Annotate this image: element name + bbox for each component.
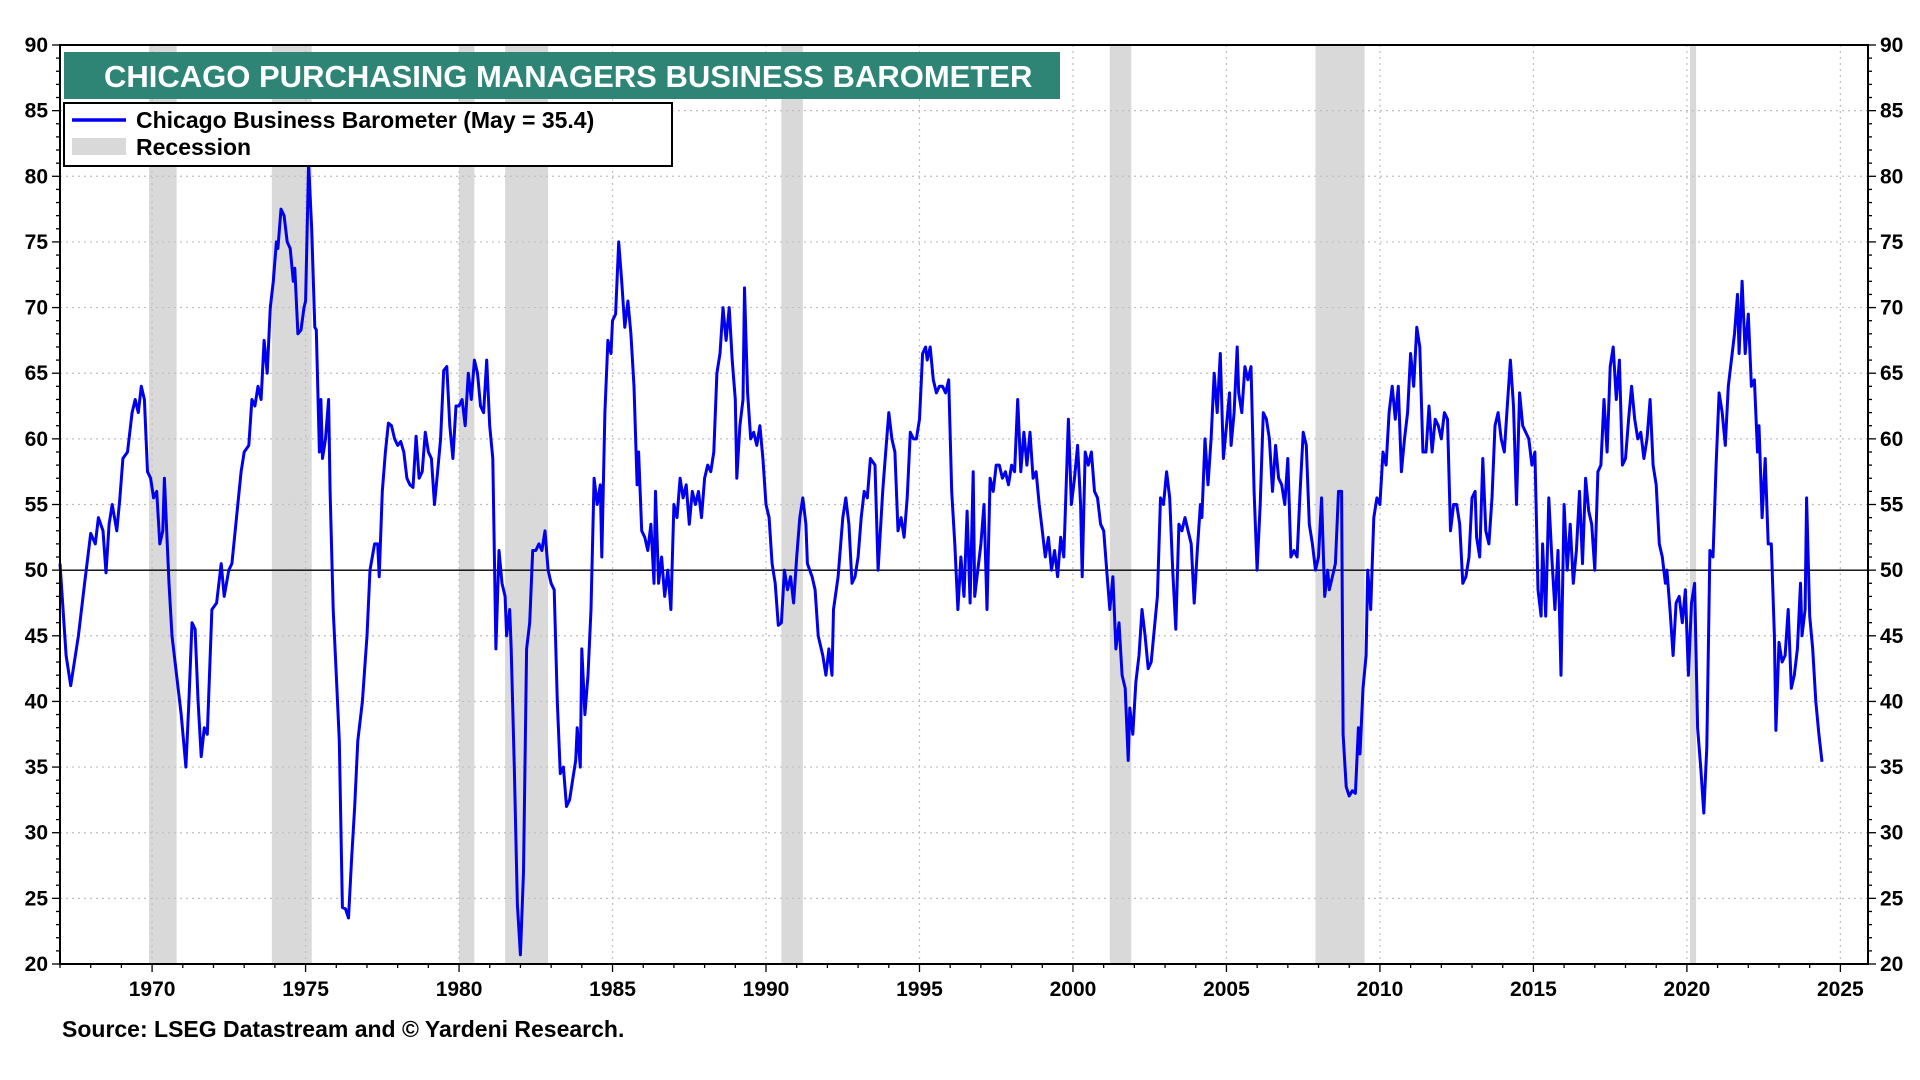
series-line-chicago-barometer [58, 161, 1824, 957]
y-tick-label-right: 45 [1880, 625, 1904, 648]
y-tick-label-right: 55 [1880, 494, 1904, 517]
y-tick-label-right: 60 [1880, 428, 1903, 451]
y-tick-label-left: 35 [25, 756, 49, 779]
y-tick-label-left: 25 [25, 887, 49, 910]
x-tick-label: 1970 [129, 978, 176, 1001]
y-tick-label-left: 20 [25, 953, 48, 976]
x-tick-label: 2000 [1050, 978, 1097, 1001]
recession-band [459, 45, 475, 964]
y-tick-label-left: 45 [25, 625, 49, 648]
y-tick-label-right: 25 [1880, 887, 1904, 910]
y-tick-label-left: 90 [25, 34, 48, 57]
x-tick-label: 1985 [589, 978, 636, 1001]
y-tick-label-left: 50 [25, 559, 48, 582]
x-tick-label: 2005 [1203, 978, 1250, 1001]
y-tick-label-left: 65 [25, 362, 49, 385]
source-note: Source: LSEG Datastream and © Yardeni Re… [62, 1016, 624, 1042]
y-tick-label-right: 20 [1880, 953, 1903, 976]
x-tick-label: 1980 [436, 978, 483, 1001]
chart-title: CHICAGO PURCHASING MANAGERS BUSINESS BAR… [104, 59, 1032, 94]
y-tick-label-left: 85 [25, 100, 49, 123]
legend-series-label: Chicago Business Barometer (May = 35.4) [136, 107, 594, 133]
y-tick-label-right: 75 [1880, 231, 1904, 254]
series-layer [58, 161, 1824, 957]
y-tick-label-right: 90 [1880, 34, 1903, 57]
x-tick-label: 2010 [1357, 978, 1404, 1001]
legend-box [63, 102, 673, 167]
y-tick-label-left: 60 [25, 428, 48, 451]
y-tick-label-right: 80 [1880, 165, 1903, 188]
x-tick-label: 1990 [743, 978, 790, 1001]
y-tick-label-right: 40 [1880, 690, 1903, 713]
y-tick-label-right: 35 [1880, 756, 1904, 779]
recession-band [271, 45, 312, 964]
y-tick-label-right: 85 [1880, 100, 1904, 123]
y-tick-label-left: 75 [25, 231, 49, 254]
y-tick-label-right: 65 [1880, 362, 1904, 385]
title-background [64, 52, 1060, 99]
grid-lines [60, 45, 1868, 964]
legend: Chicago Business Barometer (May = 35.4) … [63, 102, 673, 167]
y-tick-label-left: 70 [25, 297, 48, 320]
legend-recession-label: Recession [136, 134, 251, 160]
title-banner: CHICAGO PURCHASING MANAGERS BUSINESS BAR… [64, 52, 1060, 99]
y-tick-label-left: 40 [25, 690, 48, 713]
x-tick-label: 2015 [1510, 978, 1557, 1001]
y-tick-label-right: 50 [1880, 559, 1903, 582]
y-tick-label-right: 70 [1880, 297, 1903, 320]
y-tick-label-right: 30 [1880, 822, 1903, 845]
y-tick-label-left: 30 [25, 822, 48, 845]
legend-recession-swatch [72, 138, 126, 155]
y-tick-label-left: 55 [25, 494, 49, 517]
x-tick-label: 1995 [896, 978, 943, 1001]
x-tick-label: 1975 [282, 978, 329, 1001]
y-tick-label-left: 80 [25, 165, 48, 188]
x-tick-label: 2020 [1664, 978, 1711, 1001]
x-tick-label: 2025 [1817, 978, 1864, 1001]
